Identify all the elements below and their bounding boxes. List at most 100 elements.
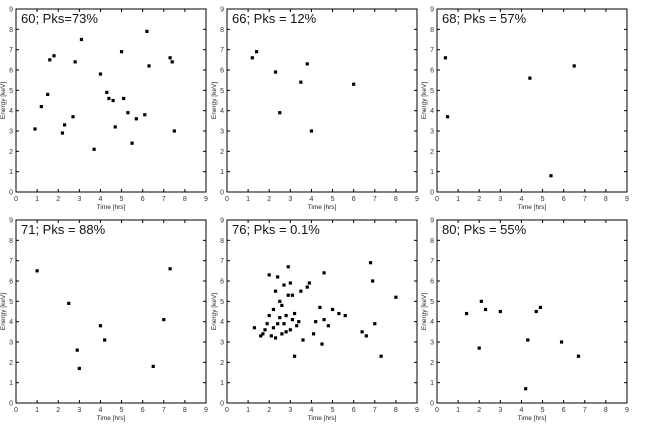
x-tick-label: 4 — [519, 196, 523, 203]
x-tick-label: 1 — [35, 407, 39, 414]
data-point — [62, 123, 67, 127]
x-tick-label: 3 — [288, 196, 292, 203]
data-point — [126, 111, 130, 115]
x-tick-label: 2 — [56, 196, 60, 203]
x-tick-label: 8 — [394, 196, 398, 203]
data-point — [538, 305, 543, 310]
y-tick-label: 0 — [220, 190, 224, 197]
data-point — [572, 64, 576, 68]
y-tick-label: 1 — [9, 169, 13, 176]
x-tick-label: 3 — [498, 196, 502, 203]
x-axis-label: Time [hrs] — [97, 204, 126, 211]
data-point — [151, 364, 155, 368]
x-tick-label: 9 — [204, 407, 208, 414]
data-point — [73, 60, 77, 64]
y-tick-label: 2 — [9, 360, 13, 367]
y-tick-label: 1 — [9, 380, 13, 387]
x-tick-label: 8 — [604, 196, 608, 203]
y-tick-label: 2 — [9, 149, 13, 156]
x-axis-label: Time [hrs] — [308, 415, 337, 422]
data-point — [254, 50, 259, 54]
x-tick-label: 5 — [120, 196, 124, 203]
data-point — [35, 269, 39, 273]
data-point — [318, 305, 322, 310]
data-point — [39, 105, 43, 109]
data-point — [60, 131, 65, 135]
y-axis-label: Energy [keV] — [0, 82, 7, 119]
y-tick-label: 1 — [220, 380, 224, 387]
y-tick-label: 7 — [430, 258, 434, 265]
x-tick-label: 2 — [477, 407, 481, 414]
data-point — [464, 311, 469, 316]
scatter-panel: 0 1 2 3 4 5 6 7 8 9 0 1 2 3 4 5 6 7 8 9 Time [hrs] Energy [ke… — [0, 218, 208, 423]
data-point — [483, 307, 488, 312]
data-point — [528, 76, 532, 80]
y-tick-label: 0 — [9, 401, 13, 408]
y-tick-label: 3 — [220, 340, 224, 347]
x-tick-label: 2 — [267, 407, 271, 414]
x-tick-label: 4 — [309, 407, 313, 414]
data-point — [98, 72, 103, 76]
data-point — [278, 111, 282, 115]
data-point — [394, 295, 398, 299]
x-tick-label: 7 — [583, 407, 587, 414]
x-axis-label: Time [hrs] — [308, 204, 337, 211]
x-tick-label: 7 — [583, 196, 587, 203]
scatter-panel: 0 1 2 3 4 5 6 7 8 9 0 1 2 3 4 5 6 7 8 9 Time [hrs] Energy [ke… — [0, 7, 208, 212]
x-tick-label: 6 — [562, 196, 566, 203]
x-tick-label: 6 — [141, 196, 145, 203]
data-point — [98, 324, 103, 328]
data-point — [498, 309, 502, 314]
x-tick-label: 5 — [541, 407, 545, 414]
data-point — [284, 330, 288, 334]
data-point — [479, 299, 483, 303]
data-point — [280, 303, 284, 307]
y-tick-label: 3 — [220, 129, 224, 136]
data-point — [273, 336, 278, 340]
data-point — [75, 348, 79, 352]
data-point — [52, 54, 56, 58]
x-tick-label: 4 — [98, 407, 102, 414]
x-tick-label: 4 — [519, 407, 523, 414]
y-tick-label: 6 — [220, 68, 224, 75]
x-tick-label: 4 — [98, 196, 102, 203]
y-axis-label: Energy [keV] — [421, 293, 428, 330]
panel-title: 68; Pks = 57% — [442, 11, 527, 26]
data-point — [252, 326, 257, 330]
x-tick-label: 9 — [415, 196, 419, 203]
data-point — [113, 125, 117, 129]
y-tick-label: 2 — [220, 149, 224, 156]
data-point — [352, 82, 356, 86]
data-point — [265, 322, 269, 326]
x-tick-label: 7 — [373, 196, 377, 203]
data-point — [286, 293, 290, 297]
y-tick-label: 8 — [430, 238, 434, 245]
x-tick-label: 7 — [162, 407, 166, 414]
x-tick-label: 9 — [204, 196, 208, 203]
data-point — [284, 313, 288, 318]
y-tick-label: 8 — [220, 27, 224, 34]
data-point — [259, 334, 263, 338]
data-point — [443, 56, 448, 60]
data-point — [373, 322, 377, 326]
data-point — [271, 326, 276, 330]
y-tick-label: 8 — [220, 238, 224, 245]
scatter-panel: 0 1 2 3 4 5 6 7 8 9 0 1 2 3 4 5 6 7 8 9 Time [hrs] Energy [ke… — [421, 7, 629, 212]
y-tick-label: 1 — [430, 380, 434, 387]
data-point — [290, 293, 295, 297]
y-tick-label: 9 — [9, 7, 13, 14]
data-point — [305, 62, 309, 66]
y-tick-label: 2 — [430, 360, 434, 367]
y-tick-label: 0 — [220, 401, 224, 408]
y-tick-label: 5 — [220, 88, 224, 95]
x-axis-label: Time [hrs] — [97, 415, 126, 422]
x-tick-label: 0 — [225, 407, 229, 414]
data-point — [477, 346, 481, 350]
x-tick-label: 3 — [498, 407, 502, 414]
y-tick-label: 4 — [9, 108, 13, 115]
panel-title: 66; Pks = 12% — [232, 11, 317, 26]
data-point — [263, 328, 267, 332]
data-point — [292, 311, 297, 316]
x-tick-label: 5 — [120, 407, 124, 414]
